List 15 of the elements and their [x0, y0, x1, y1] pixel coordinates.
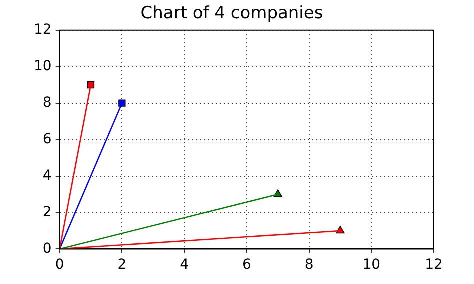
y-tick-label: 12: [34, 22, 52, 38]
chart-title: Chart of 4 companies: [140, 4, 324, 24]
y-tick-label: 6: [42, 131, 52, 148]
x-tick-label: 6: [242, 257, 252, 274]
x-tick-label: 8: [304, 257, 314, 274]
x-tick-label: 0: [55, 257, 64, 274]
y-tick-label: 8: [42, 94, 52, 111]
y-tick-label: 0: [42, 240, 52, 257]
y-tick-label: 10: [34, 58, 52, 75]
y-tick-label: 4: [42, 168, 52, 184]
x-tick-label: 12: [425, 257, 443, 274]
x-tick-label: 4: [180, 257, 190, 274]
x-tick-label: 10: [362, 257, 381, 274]
x-tick-label: 2: [118, 257, 127, 274]
y-tick-label: 2: [42, 204, 52, 220]
